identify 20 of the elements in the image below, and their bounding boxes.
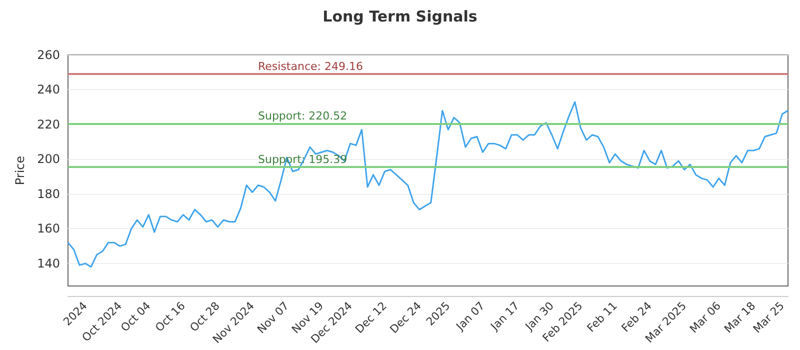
ref-line-label: Resistance: 249.16 bbox=[258, 60, 363, 73]
x-tick-label: Mar 06 bbox=[687, 299, 724, 336]
chart-title: Long Term Signals bbox=[322, 8, 478, 26]
x-tick-label: Jan 17 bbox=[488, 299, 522, 334]
line-series bbox=[67, 101, 789, 268]
x-tick-label: Nov 07 bbox=[254, 299, 292, 336]
x-tick-label: Oct 16 bbox=[152, 299, 188, 334]
y-tick-label: 140 bbox=[37, 256, 60, 270]
ref-line-label: Support: 220.52 bbox=[258, 110, 348, 123]
x-tick-label: Feb 11 bbox=[584, 299, 620, 335]
y-axis-title: Price bbox=[13, 156, 27, 186]
y-tick-label: 260 bbox=[37, 48, 60, 62]
y-tick-label: 200 bbox=[37, 152, 60, 166]
x-tick-label: Dec 24 bbox=[387, 299, 424, 336]
y-tick-label: 180 bbox=[37, 186, 60, 201]
x-tick-label: Jan 07 bbox=[453, 299, 488, 334]
y-tick-label: 220 bbox=[37, 117, 60, 132]
y-tick-label: 160 bbox=[37, 222, 60, 236]
x-tick-label: Dec 12 bbox=[352, 299, 390, 336]
y-tick-label: 240 bbox=[37, 82, 60, 97]
